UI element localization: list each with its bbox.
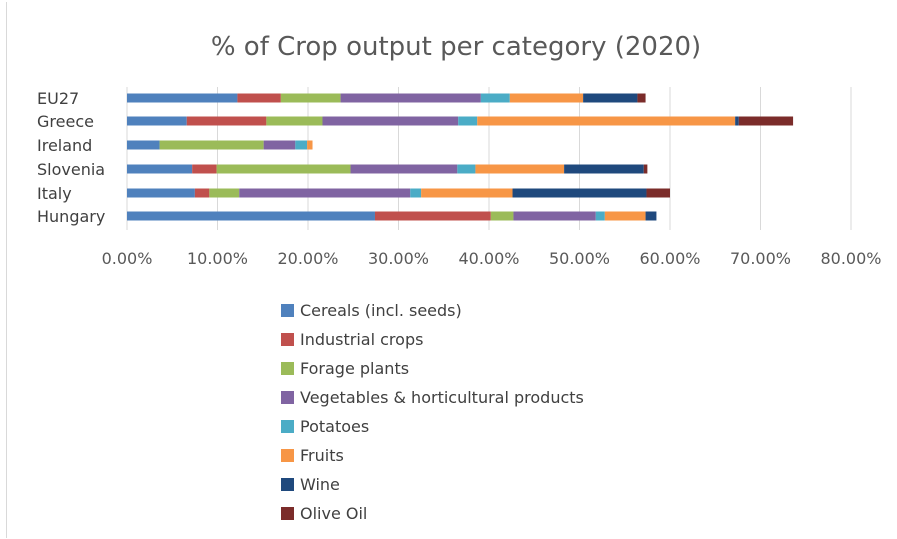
legend-swatch: [281, 507, 294, 520]
bar-segment: [216, 164, 351, 174]
legend-swatch: [281, 420, 294, 433]
bar-segment: [127, 211, 375, 221]
legend-label: Wine: [300, 475, 340, 494]
legend-label: Potatoes: [300, 417, 369, 436]
bar-segment: [604, 211, 646, 221]
x-tick-label: 70.00%: [730, 249, 791, 268]
category-label: Italy: [37, 184, 72, 203]
legend-label: Olive Oil: [300, 504, 367, 523]
bar-segment: [127, 164, 193, 174]
bar-segment: [477, 116, 736, 126]
bar-segment: [127, 188, 195, 198]
bar-segment: [421, 188, 513, 198]
bar-segment: [295, 140, 308, 150]
bar-segment: [127, 93, 238, 103]
x-tick-label: 40.00%: [458, 249, 519, 268]
bar-segment: [374, 211, 491, 221]
x-tick-label: 50.00%: [549, 249, 610, 268]
bar-segment: [646, 188, 670, 198]
category-label: Greece: [37, 112, 94, 131]
bar-segment: [237, 93, 281, 103]
bar-segment: [564, 164, 644, 174]
bar-segment: [159, 140, 264, 150]
bar-segment: [643, 164, 648, 174]
legend-swatch: [281, 304, 294, 317]
bar-segment: [127, 140, 160, 150]
bar-segment: [239, 188, 411, 198]
legend-swatch: [281, 449, 294, 462]
legend: Cereals (incl. seeds) Industrial crops For…: [281, 301, 584, 523]
x-tick-label: 0.00%: [102, 249, 153, 268]
category-label: Slovenia: [37, 160, 105, 179]
bar-segment: [307, 140, 313, 150]
category-label: EU27: [37, 89, 79, 108]
bar-segment: [735, 116, 739, 126]
bar-segment: [322, 116, 459, 126]
gridlines: [126, 87, 852, 230]
legend-label: Industrial crops: [300, 330, 423, 349]
chart-area: % of Crop output per category (2020) EU2…: [6, 2, 896, 538]
legend-swatch: [281, 362, 294, 375]
bar-segment: [209, 188, 240, 198]
bar-segment: [280, 93, 341, 103]
legend-swatch: [281, 333, 294, 346]
bars: [127, 93, 794, 221]
bar-segment: [513, 211, 596, 221]
bar-segment: [512, 188, 647, 198]
x-tick-label: 10.00%: [187, 249, 248, 268]
legend-swatch: [281, 478, 294, 491]
legend-label: Vegetables & horticultural products: [300, 388, 584, 407]
bar-segment: [490, 211, 514, 221]
bar-segment: [127, 116, 187, 126]
bar-segment: [192, 164, 217, 174]
bar-segment: [266, 116, 323, 126]
x-tick-label: 30.00%: [368, 249, 429, 268]
chart-title: % of Crop output per category (2020): [211, 32, 701, 62]
bar-segment: [595, 211, 605, 221]
category-label: Ireland: [37, 136, 92, 155]
x-tick-label: 20.00%: [277, 249, 338, 268]
bar-segment: [637, 93, 646, 103]
bar-segment: [350, 164, 458, 174]
legend-swatch: [281, 391, 294, 404]
bar-segment: [263, 140, 296, 150]
bar-segment: [186, 116, 267, 126]
bar-segment: [509, 93, 584, 103]
bar-segment: [583, 93, 638, 103]
chart-svg: % of Crop output per category (2020) EU2…: [37, 32, 882, 523]
bar-segment: [475, 164, 565, 174]
legend-label: Fruits: [300, 446, 344, 465]
category-label: Hungary: [37, 207, 105, 226]
bar-segment: [457, 164, 476, 174]
legend-label: Forage plants: [300, 359, 409, 378]
bar-segment: [194, 188, 210, 198]
bar-segment: [340, 93, 481, 103]
bar-segment: [480, 93, 510, 103]
bar-segment: [738, 116, 794, 126]
bar-segment: [410, 188, 422, 198]
bar-segment: [645, 211, 657, 221]
x-tick-label: 80.00%: [820, 249, 881, 268]
x-tick-label: 60.00%: [639, 249, 700, 268]
legend-label: Cereals (incl. seeds): [300, 301, 462, 320]
value-axis: 0.00% 10.00% 20.00% 30.00% 40.00% 50.00% 60.00…: [102, 249, 882, 268]
bar-segment: [458, 116, 478, 126]
category-axis: EU27 Greece Ireland Slovenia Italy Hungary: [37, 89, 105, 226]
